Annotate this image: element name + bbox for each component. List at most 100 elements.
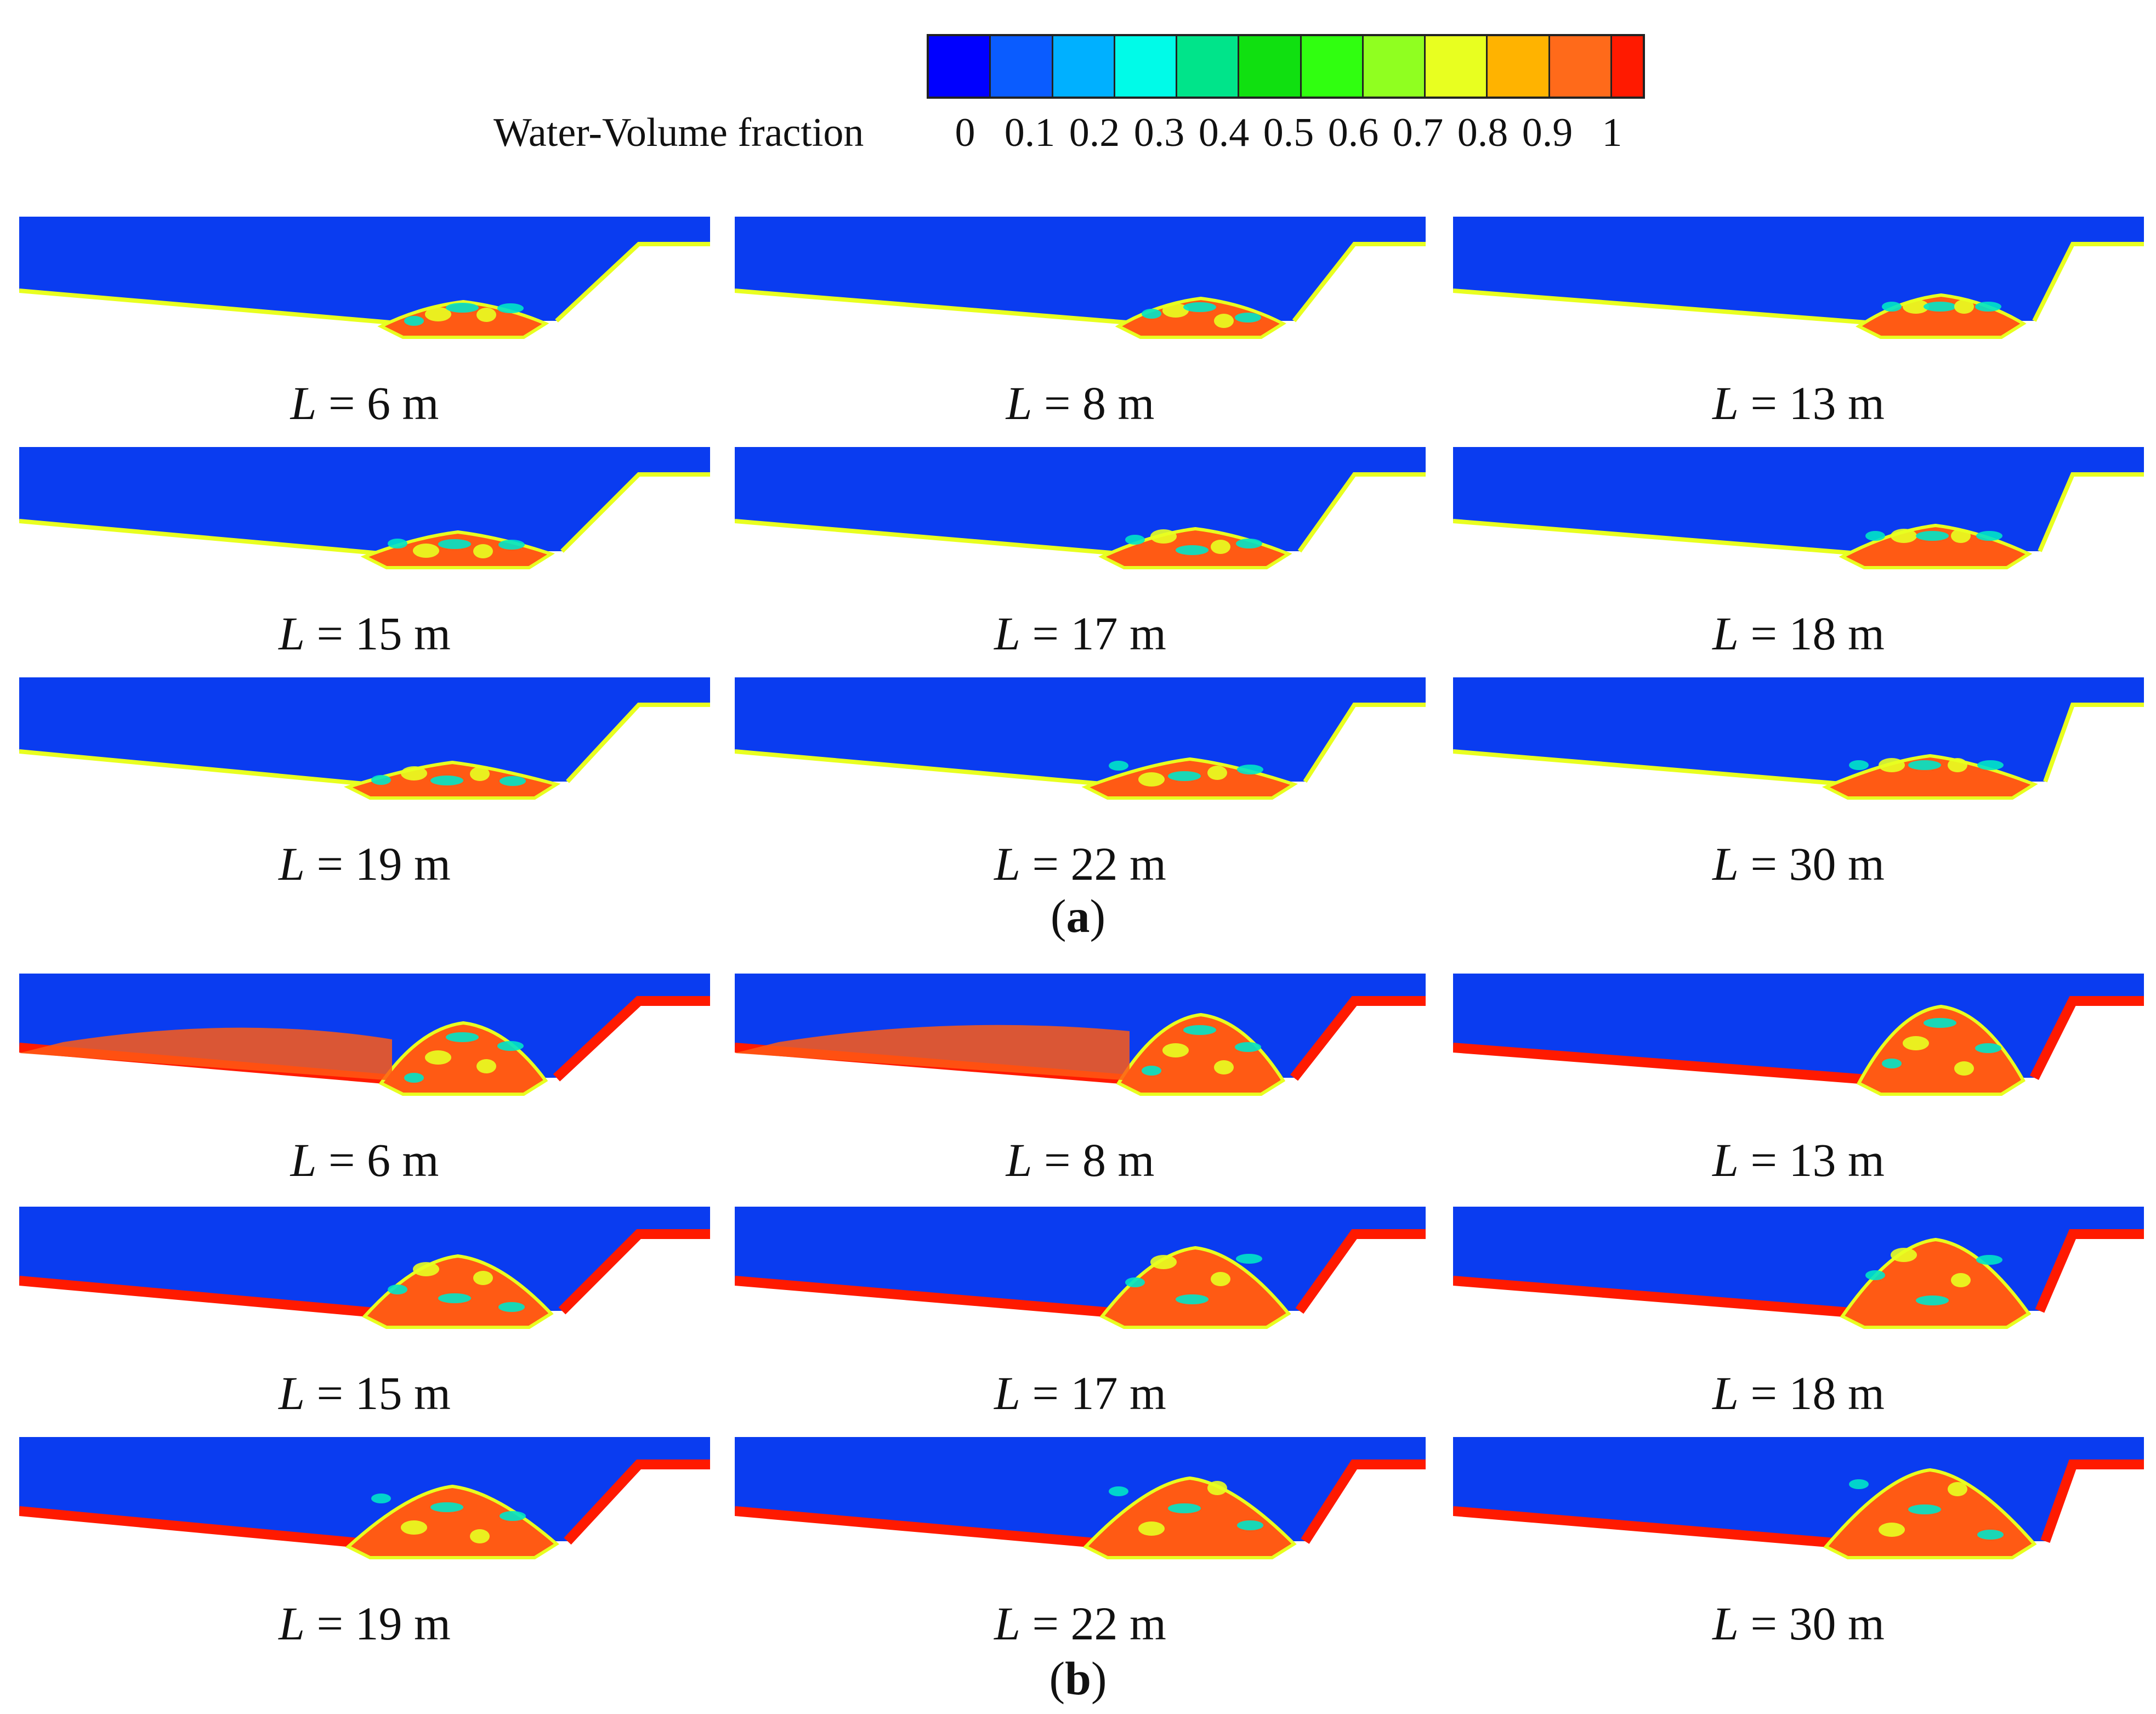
bed-boundary (19, 1229, 710, 1319)
panel-label-value: 8 m (1082, 377, 1155, 429)
turbulence-blob (1211, 1272, 1230, 1286)
contour-plot (19, 677, 710, 800)
turbulence-blob (1207, 766, 1227, 780)
turbulence-blob (497, 303, 524, 313)
turbulence-blob (1168, 1503, 1201, 1513)
water-region (19, 677, 710, 798)
colorbar-swatch (991, 36, 1053, 97)
turbulence-blob (476, 1059, 496, 1073)
turbulence-blob (388, 539, 407, 548)
contour-panel (1453, 974, 2144, 1111)
panel-label-equals: = (1738, 1367, 1789, 1419)
turbulence-blob (1214, 1060, 1234, 1074)
bed-boundary (1453, 242, 2144, 326)
turbulence-blob (1975, 1043, 2001, 1053)
turbulence-blob (1109, 1486, 1128, 1496)
contour-plot (735, 974, 1426, 1096)
bed-boundary (1453, 996, 2144, 1085)
panel-label-value: 30 m (1789, 838, 1885, 890)
panel-label: L = 17 m (721, 1366, 1439, 1421)
turbulence-blob (1125, 1277, 1145, 1287)
turbulence-blob (1849, 760, 1869, 770)
panel-label-equals: = (304, 607, 355, 660)
panel-label-variable: L (1712, 1134, 1739, 1186)
turbulence-blob (500, 1511, 526, 1521)
turbulence-blob (1865, 1270, 1885, 1280)
turbulence-blob (1891, 1248, 1917, 1262)
turbulence-blob (1916, 1296, 1949, 1305)
turbulence-blob (388, 1285, 407, 1294)
turbulence-blob (401, 766, 427, 780)
water-region (735, 217, 1426, 337)
panel-label-variable: L (1006, 377, 1032, 429)
contour-plot (19, 1207, 710, 1329)
bed-boundary (735, 242, 1426, 326)
turbulence-blob (470, 767, 490, 781)
turbulence-blob (1882, 302, 1902, 312)
bed-boundary (735, 1460, 1426, 1549)
panel-label: L = 30 m (1439, 836, 2156, 891)
water-region (19, 974, 710, 1094)
contour-panel (1453, 217, 2144, 354)
turbulence-blob (1882, 1059, 1902, 1068)
panel-label-equals: = (1020, 838, 1071, 890)
panel-label-variable: L (994, 838, 1020, 890)
turbulence-blob (1879, 758, 1905, 772)
contour-panel (735, 1437, 1426, 1574)
colorbar-tick-label: 1 (1602, 110, 1622, 155)
panel-label-equals: = (304, 838, 355, 890)
panel-label-equals: = (316, 1134, 367, 1186)
turbulence-blob (476, 308, 496, 322)
contour-panel (19, 1207, 710, 1344)
panel-label-value: 6 m (366, 1134, 439, 1186)
turbulence-blob (1176, 1294, 1209, 1304)
panel-label-equals: = (1738, 377, 1789, 429)
colorbar-tick-label: 0.5 (1263, 110, 1314, 155)
panel-label: L = 19 m (5, 1596, 724, 1651)
turbulence-blob (1954, 1061, 1974, 1076)
turbulence-blob (1237, 765, 1263, 774)
turbulence-blob (1891, 529, 1917, 543)
turbulence-blob (371, 775, 391, 785)
panel-label-equals: = (1738, 607, 1789, 660)
turbulence-blob (1236, 1254, 1262, 1264)
panel-label-equals: = (1032, 1134, 1082, 1186)
turbulence-blob (1211, 540, 1230, 554)
turbulence-blob (1214, 314, 1234, 328)
contour-plot (19, 217, 710, 339)
contour-panel (1453, 1437, 2144, 1574)
colorbar-title: Water-Volume fraction (493, 110, 864, 155)
bed-boundary (1453, 1229, 2144, 1319)
panel-label: L = 13 m (1439, 1133, 2156, 1187)
mud-region (1856, 1004, 2026, 1096)
turbulence-blob (1183, 1025, 1216, 1035)
bed-boundary (735, 1229, 1426, 1319)
mud-region (1116, 1012, 1286, 1096)
turbulence-blob (1924, 302, 1956, 312)
panel-label-value: 13 m (1789, 377, 1885, 429)
contour-plot (19, 447, 710, 569)
contour-panel (19, 1437, 710, 1574)
turbulence-blob (425, 1050, 451, 1065)
turbulence-blob (1142, 309, 1161, 319)
panel-label: L = 18 m (1439, 1366, 2156, 1421)
bed-boundary (19, 242, 710, 326)
panel-label-variable: L (994, 607, 1020, 660)
contour-panel (735, 974, 1426, 1111)
panel-label-variable: L (1712, 377, 1739, 429)
turbulence-blob (1236, 539, 1262, 548)
colorbar-swatch (1115, 36, 1178, 97)
panel-label: L = 22 m (721, 836, 1439, 891)
turbulence-blob (1150, 1255, 1177, 1269)
panel-label-value: 30 m (1789, 1597, 1885, 1650)
contour-plot (19, 1437, 710, 1559)
mud-region (1083, 1476, 1297, 1559)
turbulence-blob (438, 539, 471, 549)
turbulence-blob (1908, 760, 1941, 770)
panel-label-equals: = (304, 1597, 355, 1650)
turbulence-blob (470, 1529, 490, 1543)
bed-boundary (735, 472, 1426, 556)
contour-panel (735, 677, 1426, 814)
panel-label: L = 15 m (5, 1366, 724, 1421)
panel-label: L = 8 m (721, 1133, 1439, 1187)
